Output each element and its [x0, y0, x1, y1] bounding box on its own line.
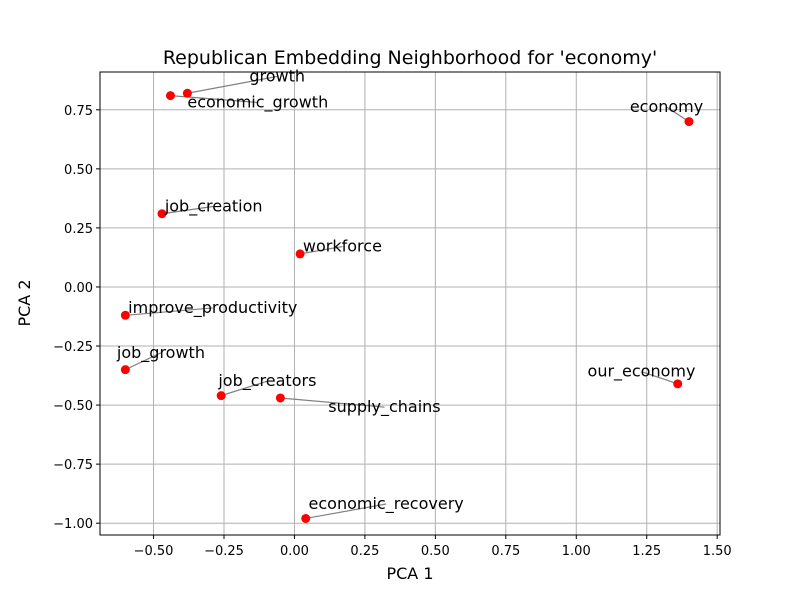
data-point-job-creators — [216, 391, 226, 401]
point-label-economic-recovery: economic_recovery — [309, 494, 464, 514]
leader-line — [125, 352, 162, 371]
y-tick-label: −0.50 — [53, 399, 93, 414]
axis-ticks: −0.50 −0.25 0.00 0.25 0.50 0.75 1.00 1.25 1.50 −1… — [53, 104, 732, 559]
x-tick-label: −0.25 — [204, 544, 244, 559]
leader-line — [280, 397, 385, 408]
point-labels: growth economic_growth economy job_creation… — [116, 66, 703, 514]
plot-frame — [99, 71, 721, 536]
grid — [100, 72, 720, 535]
x-tick-label: 1.00 — [562, 544, 591, 559]
x-tick-label: 0.25 — [350, 544, 379, 559]
leader-lines — [125, 75, 690, 520]
x-tick-label: −0.50 — [134, 544, 174, 559]
point-label-improve-productivity: improve_productivity — [128, 298, 297, 318]
leader-line — [125, 307, 213, 316]
y-tick-label: 0.50 — [64, 163, 93, 178]
data-point-workforce — [295, 249, 305, 259]
data-point-economic-growth — [165, 91, 175, 101]
leader-line — [221, 380, 268, 397]
y-tick-label: −0.25 — [53, 340, 93, 355]
leader-line — [161, 205, 214, 215]
leader-line — [187, 75, 278, 94]
data-points — [120, 88, 694, 523]
data-point-job-creation — [157, 209, 167, 219]
point-label-our-economy: our_economy — [588, 362, 696, 382]
x-axis-title: PCA 1 — [386, 564, 433, 583]
y-axis-title: PCA 2 — [15, 279, 34, 326]
x-tick-label: 0.00 — [280, 544, 309, 559]
point-label-job-creators: job_creators — [217, 371, 316, 391]
point-label-job-creation: job_creation — [164, 196, 263, 216]
point-label-job-growth: job_growth — [116, 343, 205, 363]
y-tick-label: −1.00 — [53, 517, 93, 532]
y-tick-label: 0.75 — [64, 104, 93, 119]
x-tick-label: 0.75 — [491, 544, 520, 559]
data-point-economy — [684, 117, 694, 127]
leader-line — [299, 245, 343, 255]
data-point-our-economy — [673, 379, 683, 389]
data-point-supply-chains — [275, 393, 285, 403]
data-point-job-growth — [120, 365, 130, 375]
data-point-improve-productivity — [120, 310, 130, 320]
point-label-economy: economy — [630, 97, 703, 116]
point-label-supply-chains: supply_chains — [328, 397, 440, 417]
x-tick-label: 1.25 — [632, 544, 661, 559]
point-label-workforce: workforce — [303, 237, 382, 256]
x-tick-label: 0.50 — [421, 544, 450, 559]
y-tick-label: 0.00 — [64, 281, 93, 296]
data-point-growth — [182, 88, 192, 98]
y-tick-label: 0.25 — [64, 222, 93, 237]
point-label-growth: growth — [249, 66, 305, 85]
y-tick-label: −0.75 — [53, 458, 93, 473]
leader-line — [305, 503, 387, 520]
data-point-economic-recovery — [301, 513, 311, 523]
point-label-economic-growth: economic_growth — [187, 92, 328, 112]
x-tick-label: 1.50 — [703, 544, 732, 559]
leader-line — [641, 371, 678, 385]
chart-title: Republican Embedding Neighborhood for 'e… — [163, 47, 657, 69]
